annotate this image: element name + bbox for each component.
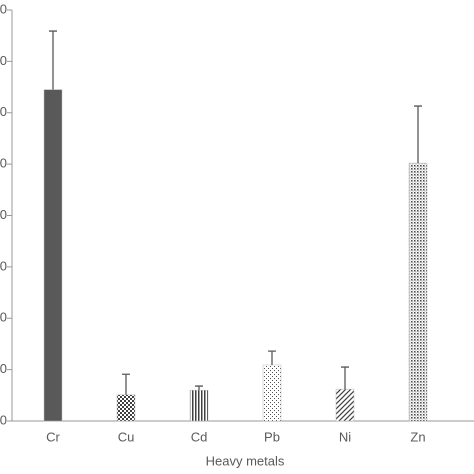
y-tick-label: 30 bbox=[0, 258, 7, 273]
bar bbox=[335, 388, 355, 422]
x-tick-label: Pb bbox=[264, 429, 280, 444]
error-bar bbox=[122, 373, 130, 395]
x-tick-label: Zn bbox=[410, 429, 425, 444]
x-tick-label: Cd bbox=[191, 429, 208, 444]
bar bbox=[43, 89, 63, 422]
y-tick-label: 40 bbox=[0, 207, 7, 222]
y-tick-label: 50 bbox=[0, 156, 7, 171]
y-tick-label: 70 bbox=[0, 53, 7, 68]
y-tick-label: 80 bbox=[0, 1, 7, 16]
error-bar bbox=[341, 366, 349, 390]
bar bbox=[189, 389, 209, 422]
error-bar bbox=[414, 105, 422, 164]
x-axis-title: Heavy metals bbox=[206, 453, 285, 468]
y-tick-label: 10 bbox=[0, 361, 7, 376]
error-bar bbox=[195, 385, 203, 391]
x-tick-label: Cr bbox=[46, 429, 60, 444]
bar bbox=[408, 162, 428, 422]
y-tick-label: 60 bbox=[0, 104, 7, 119]
bar bbox=[116, 394, 136, 422]
x-tick-label: Ni bbox=[339, 429, 351, 444]
error-bar bbox=[49, 30, 57, 90]
bar bbox=[262, 364, 282, 422]
y-tick-label: 20 bbox=[0, 310, 7, 325]
x-tick-label: Cu bbox=[118, 429, 135, 444]
y-tick-label: 0 bbox=[0, 412, 7, 427]
error-bar bbox=[268, 350, 276, 366]
